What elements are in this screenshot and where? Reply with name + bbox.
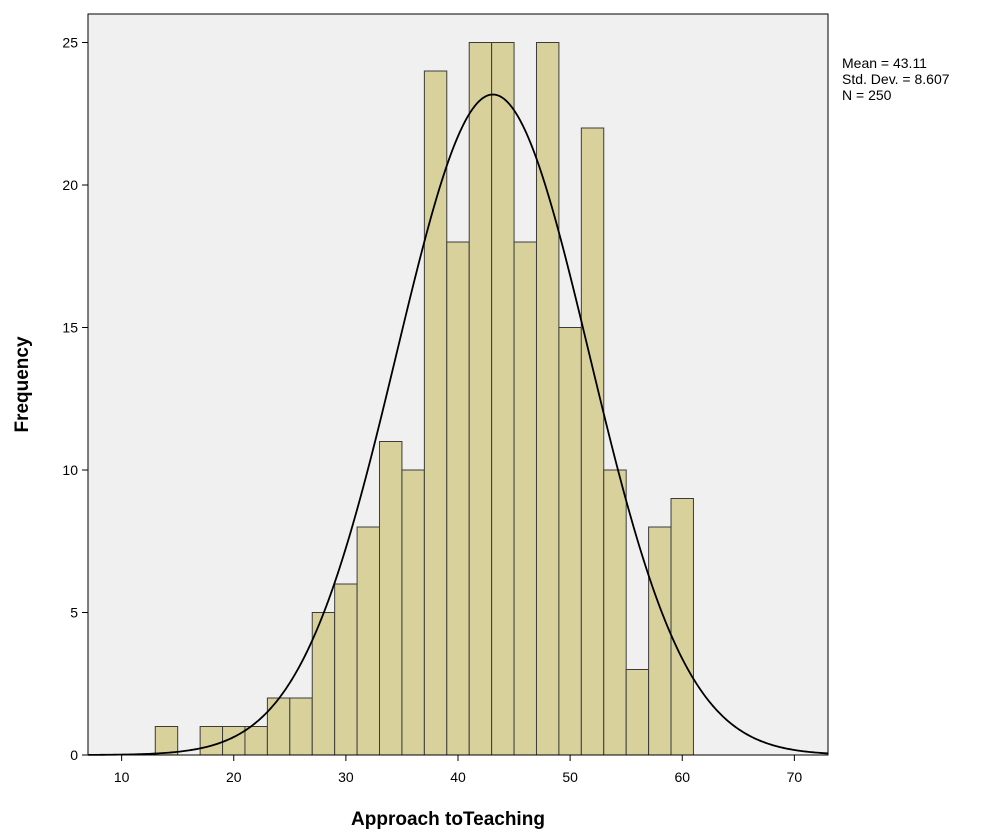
y-tick-label-5: 5 bbox=[70, 605, 78, 621]
x-tick-label-30: 30 bbox=[338, 769, 354, 785]
histogram-bar-21 bbox=[625, 669, 650, 756]
histogram-bar-11 bbox=[401, 469, 425, 756]
y-tick-label-15: 15 bbox=[62, 320, 78, 336]
x-tick-label-70: 70 bbox=[787, 769, 803, 785]
histogram-bar-4 bbox=[244, 726, 268, 756]
stats-mean-label: Mean = 43.11 bbox=[842, 55, 927, 71]
y-tick-label-0: 0 bbox=[70, 747, 78, 763]
histogram-bar-13 bbox=[446, 241, 470, 756]
histogram-bar-2 bbox=[199, 726, 224, 756]
x-tick-label-20: 20 bbox=[226, 769, 242, 785]
histogram-bar-6 bbox=[289, 697, 313, 756]
histogram-bar-20 bbox=[603, 469, 627, 756]
histogram-bar-9 bbox=[356, 526, 381, 756]
histogram-bar-17 bbox=[535, 42, 560, 756]
axis-ticks-group: 0 5 10 15 20 25 10 20 30 40 50 60 70 bbox=[62, 35, 802, 786]
x-tick-label-60: 60 bbox=[674, 769, 690, 785]
histogram-bar-14 bbox=[468, 42, 493, 756]
histogram-bar-19 bbox=[580, 127, 605, 756]
x-axis-title: Approach toTeaching bbox=[351, 809, 545, 830]
histogram-bar-16 bbox=[513, 241, 537, 756]
x-tick-label-10: 10 bbox=[114, 769, 130, 785]
histogram-bar-8 bbox=[334, 583, 358, 756]
stats-std-dev-label: Std. Dev. = 8.607 bbox=[842, 71, 950, 87]
histogram-bar-23 bbox=[670, 498, 694, 756]
x-tick-label-40: 40 bbox=[450, 769, 466, 785]
y-axis-title: Frequency bbox=[12, 336, 33, 433]
y-tick-label-20: 20 bbox=[62, 177, 78, 193]
histogram-bar-22 bbox=[648, 526, 672, 756]
histogram-bar-10 bbox=[379, 441, 403, 756]
y-tick-label-25: 25 bbox=[62, 35, 78, 51]
stats-legend: Mean = 43.11 Std. Dev. = 8.607 N = 250 bbox=[842, 55, 950, 103]
histogram-bar-15 bbox=[491, 42, 515, 756]
stats-n-label: N = 250 bbox=[842, 87, 892, 103]
x-tick-label-50: 50 bbox=[562, 769, 578, 785]
histogram-bar-0 bbox=[154, 726, 179, 756]
y-tick-label-10: 10 bbox=[62, 462, 78, 478]
histogram-bar-18 bbox=[558, 327, 582, 756]
normal-curve-line bbox=[87, 93, 829, 756]
histogram-bar-5 bbox=[266, 697, 291, 756]
